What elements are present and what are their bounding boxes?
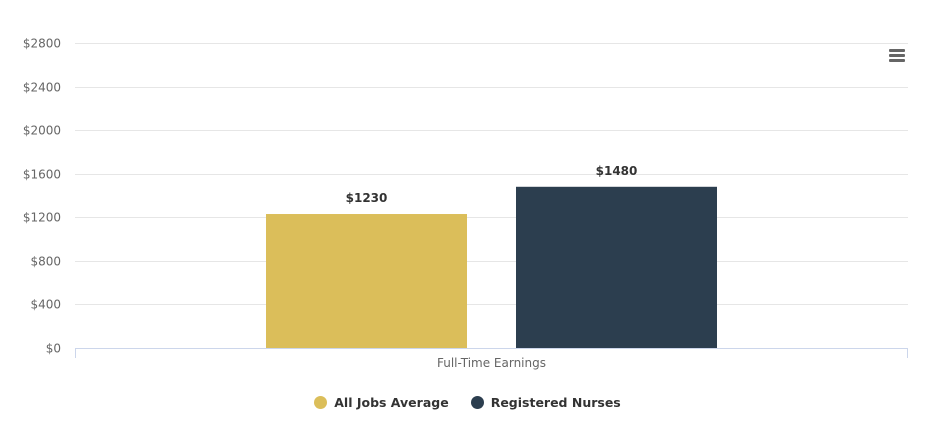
legend-label-all-jobs-average: All Jobs Average [334, 394, 449, 410]
y-tick-label: $2000 [23, 124, 61, 138]
y-tick-label: $1200 [23, 211, 61, 225]
data-label-registered-nurses: $1480 [596, 164, 638, 178]
y-tick-label: $800 [30, 255, 61, 269]
bar-registered-nurses [516, 186, 717, 348]
legend-item-all-jobs-average[interactable]: All Jobs Average [314, 394, 449, 410]
y-tick-label: $1600 [23, 168, 61, 182]
bar-all-jobs-average [266, 214, 467, 348]
grid-lines [75, 43, 908, 305]
y-tick-label: $400 [30, 298, 61, 312]
y-tick-label: $2800 [23, 37, 61, 51]
bar-chart: $0 $400 $800 $1200 $1600 $2000 $2400 $2800 $123… [23, 37, 908, 370]
legend-item-registered-nurses[interactable]: Registered Nurses [470, 394, 621, 410]
bars [266, 186, 717, 348]
x-axis: Full-Time Earnings [75, 348, 908, 370]
legend-label-registered-nurses: Registered Nurses [490, 394, 621, 410]
legend-marker-registered-nurses [470, 395, 484, 409]
data-labels: $1230 $1480 [346, 164, 638, 205]
chart-menu-icon[interactable] [885, 45, 909, 67]
y-tick-label: $0 [46, 342, 61, 356]
x-category-label: Full-Time Earnings [437, 356, 546, 370]
y-tick-label: $2400 [23, 81, 61, 95]
legend-marker-all-jobs-average [314, 395, 328, 409]
data-label-all-jobs-average: $1230 [346, 191, 388, 205]
legend: All Jobs Average Registered Nurses [0, 390, 935, 414]
y-axis: $0 $400 $800 $1200 $1600 $2000 $2400 $2800 [23, 37, 61, 356]
